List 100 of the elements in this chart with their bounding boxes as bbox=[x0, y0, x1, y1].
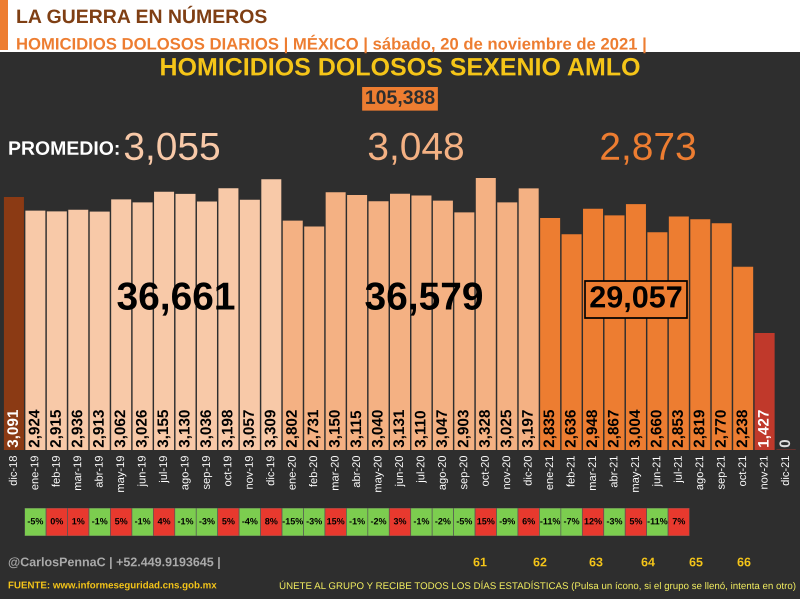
source-note: FUENTE: www.informeseguridad.cns.gob.mx bbox=[8, 581, 217, 590]
text: 3,055 bbox=[124, 132, 220, 165]
x-tick-label: may-19 bbox=[116, 456, 126, 492]
data-label: -1% bbox=[92, 518, 108, 524]
x-tick-label: dic-18 bbox=[8, 456, 17, 486]
data-label: 3,062 bbox=[114, 410, 128, 448]
x-tick-label: sep-20 bbox=[459, 456, 470, 490]
data-label: 2,913 bbox=[93, 410, 106, 448]
x-tick-label: sep-21 bbox=[716, 456, 727, 490]
x-tick-label: jul-21 bbox=[674, 456, 684, 483]
data-label: 2,867 bbox=[608, 410, 621, 448]
text: 62 bbox=[534, 558, 546, 566]
x-tick-label: ago-21 bbox=[695, 456, 706, 490]
data-label: -4% bbox=[242, 518, 258, 524]
data-label: 3,091 bbox=[7, 410, 20, 448]
data-label: 2,770 bbox=[715, 410, 728, 448]
x-tick-label: jul-20 bbox=[416, 456, 427, 483]
x-tick-label: jul-19 bbox=[158, 456, 170, 483]
x-tick-label: oct-19 bbox=[224, 456, 232, 486]
data-label: -3% bbox=[606, 518, 622, 524]
x-tick-label: abr-20 bbox=[352, 456, 360, 488]
data-label: -3% bbox=[306, 518, 322, 524]
data-label: 1% bbox=[72, 518, 85, 524]
data-label: 3,004 bbox=[629, 410, 642, 448]
bar bbox=[754, 333, 775, 450]
data-label: 3,110 bbox=[414, 411, 428, 448]
data-label: 5% bbox=[630, 518, 642, 524]
data-label: 2,924 bbox=[28, 410, 42, 448]
x-tick-label: nov-21 bbox=[760, 456, 768, 489]
bar bbox=[4, 197, 24, 450]
data-label: 2,238 bbox=[736, 410, 750, 448]
x-tick-label: mar-19 bbox=[73, 456, 82, 490]
data-label: -2% bbox=[435, 518, 451, 524]
data-label: -11% bbox=[647, 518, 668, 524]
x-tick-label: feb-19 bbox=[52, 456, 60, 487]
x-tick-label: may-21 bbox=[631, 456, 642, 492]
data-label: 2,853 bbox=[672, 410, 686, 448]
data-label: 2,731 bbox=[307, 410, 321, 448]
data-label: 2,835 bbox=[543, 410, 556, 448]
x-tick-label: feb-21 bbox=[566, 456, 575, 487]
text: 2,873 bbox=[601, 132, 695, 165]
chart-subtitle: HOMICIDIOS DOLOSOS DIARIOS | MÉXICO | sábado, 20 de noviembre de 2021 | bbox=[17, 34, 646, 54]
x-tick-label: dic-20 bbox=[524, 456, 532, 486]
text: 3,048 bbox=[368, 132, 463, 165]
text: 105,388 bbox=[366, 90, 435, 107]
text: 64 bbox=[642, 558, 655, 566]
text: ÚNETE AL GRUPO Y RECIBE TODOS LOS DÍAS ESTADÍSTICAS (Pulsa un ícono, si el grupo se llenó, intenta en otro) bbox=[280, 580, 796, 592]
x-tick-label: jun-21 bbox=[652, 456, 663, 487]
text: 61 bbox=[474, 558, 487, 566]
chart-title: LA GUERRA EN NÚMEROS bbox=[17, 6, 267, 24]
x-tick-label: mar-21 bbox=[588, 456, 596, 490]
data-label: -9% bbox=[500, 518, 516, 524]
data-label: 2,903 bbox=[458, 410, 471, 448]
x-tick-label: abr-21 bbox=[609, 456, 618, 488]
data-label: 0% bbox=[50, 518, 64, 524]
data-label: -1% bbox=[134, 518, 150, 524]
data-label: -1% bbox=[349, 518, 365, 524]
x-tick-label: oct-21 bbox=[738, 456, 746, 486]
data-label: 3% bbox=[394, 518, 406, 524]
data-label: 8% bbox=[265, 518, 278, 524]
data-label: 3,197 bbox=[522, 410, 536, 448]
x-tick-label: mar-20 bbox=[330, 456, 339, 490]
x-tick-label: abr-19 bbox=[94, 456, 103, 488]
text: @CarlosPennaC | +52.449.9193645 | bbox=[8, 557, 220, 569]
x-tick-label: jun-19 bbox=[137, 456, 148, 487]
x-tick-label: ene-20 bbox=[288, 456, 296, 490]
data-label: 3,131 bbox=[393, 410, 406, 448]
data-label: 3,130 bbox=[178, 410, 192, 448]
x-tick-label: ene-19 bbox=[30, 456, 38, 490]
data-label: 5% bbox=[222, 518, 235, 524]
x-tick-label: may-20 bbox=[374, 456, 384, 492]
x-tick-label: sep-19 bbox=[202, 456, 212, 490]
data-label: 3,036 bbox=[200, 410, 214, 448]
text: PROMEDIO: bbox=[9, 141, 118, 155]
data-label: 3,198 bbox=[222, 410, 235, 448]
x-tick-label: jun-20 bbox=[394, 456, 406, 487]
data-label: 15% bbox=[477, 518, 495, 524]
x-tick-label: ago-19 bbox=[180, 456, 191, 490]
data-label: -7% bbox=[564, 518, 580, 524]
data-label: -3% bbox=[199, 518, 215, 524]
x-tick-label: nov-20 bbox=[502, 456, 510, 489]
data-label: 4% bbox=[158, 518, 170, 524]
data-label: 3,057 bbox=[243, 410, 256, 448]
text: 66 bbox=[738, 558, 750, 566]
data-label: 2,915 bbox=[50, 410, 64, 448]
x-tick-label: feb-20 bbox=[309, 456, 318, 487]
text: HOMICIDIOS DOLOSOS SEXENIO AMLO bbox=[161, 58, 640, 76]
data-label: 3,025 bbox=[500, 410, 514, 448]
x-tick-label: dic-21 bbox=[780, 456, 790, 486]
data-label: 5% bbox=[114, 518, 128, 524]
data-label: 15% bbox=[327, 518, 344, 524]
data-label: 0 bbox=[779, 440, 790, 448]
data-label: -5% bbox=[456, 518, 472, 524]
data-label: 2,936 bbox=[72, 410, 85, 448]
annotation: 29,057 bbox=[590, 286, 682, 312]
data-label: -1% bbox=[178, 518, 194, 524]
data-label: 3,328 bbox=[479, 410, 492, 448]
data-label: 2,819 bbox=[694, 410, 707, 448]
data-label: 3,309 bbox=[264, 410, 278, 448]
data-label: 2,636 bbox=[564, 410, 578, 448]
